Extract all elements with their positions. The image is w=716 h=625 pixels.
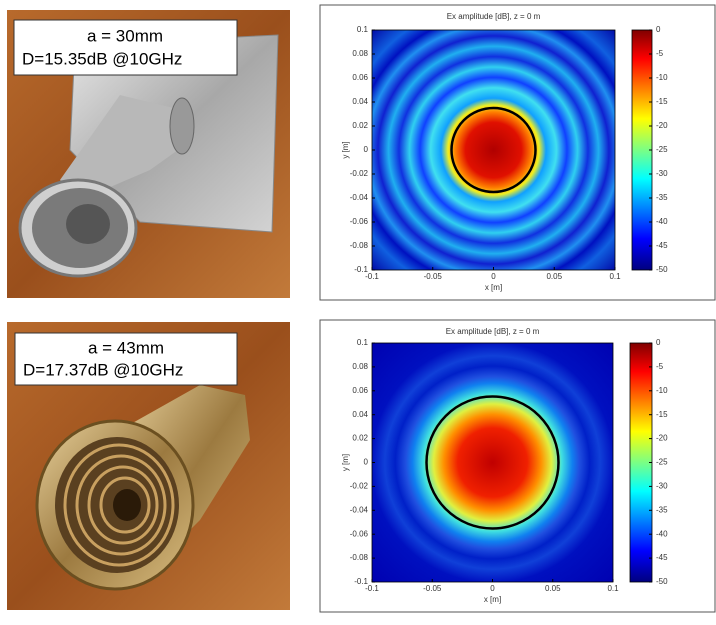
colorbar-tick-label: -10 <box>656 386 668 395</box>
colorbar-tick-label: 0 <box>656 25 661 34</box>
colorbar-tick-label: -50 <box>656 577 668 586</box>
x-tick-label: 0 <box>491 272 496 281</box>
colorbar-tick-label: -25 <box>656 145 668 154</box>
y-tick-label: -0.06 <box>350 529 369 538</box>
x-tick-label: -0.05 <box>424 272 443 281</box>
y-axis-label: y [m] <box>341 141 350 158</box>
colorbar-tick-label: -40 <box>656 217 668 226</box>
y-tick-label: 0.06 <box>352 73 368 82</box>
colorbar-tick-label: -30 <box>656 169 668 178</box>
aperture-circle <box>425 395 560 530</box>
y-tick-label: 0 <box>364 145 369 154</box>
y-tick-label: 0 <box>364 458 369 467</box>
y-tick-label: -0.02 <box>350 482 369 491</box>
y-tick-label: -0.08 <box>350 241 369 250</box>
y-tick-label: 0.02 <box>352 121 368 130</box>
label-text: a = 43mm <box>88 338 164 357</box>
colorbar-tick-label: -5 <box>656 49 664 58</box>
colorbar-tick-label: -30 <box>656 482 668 491</box>
colorbar-tick-label: -35 <box>656 505 668 514</box>
colorbar-tick-label: -45 <box>656 241 668 250</box>
y-tick-label: 0.1 <box>357 338 369 347</box>
label-text: a = 30mm <box>87 26 163 45</box>
y-tick-label: -0.1 <box>354 577 368 586</box>
y-tick-label: 0.1 <box>357 25 369 34</box>
colorbar-tick-label: 0 <box>656 338 661 347</box>
colorbar-tick-label: -20 <box>656 121 668 130</box>
colorbar-tick-label: -10 <box>656 73 668 82</box>
label-text: D=17.37dB @10GHz <box>23 360 183 379</box>
y-tick-label: -0.06 <box>350 217 369 226</box>
y-tick-label: -0.02 <box>350 169 369 178</box>
colorbar-tick-label: -15 <box>656 97 668 106</box>
x-axis-label: x [m] <box>484 595 501 604</box>
x-tick-label: -0.1 <box>365 584 379 593</box>
colorbar-tick-label: -20 <box>656 434 668 443</box>
y-axis-label: y [m] <box>341 454 350 471</box>
y-tick-label: -0.1 <box>354 265 368 274</box>
x-tick-label: -0.05 <box>423 584 442 593</box>
x-tick-label: 0.1 <box>609 272 621 281</box>
colorbar-tick-label: -25 <box>656 458 668 467</box>
y-tick-label: -0.04 <box>350 193 369 202</box>
colorbar-tick-label: -5 <box>656 362 664 371</box>
label-box: a = 43mm D=17.37dB @10GHz <box>14 332 238 386</box>
colorbar-tick-label: -50 <box>656 265 668 274</box>
y-tick-label: 0.08 <box>352 49 368 58</box>
aperture-circle <box>450 106 537 194</box>
label-text: D=15.35dB @10GHz <box>22 49 182 68</box>
x-axis-label: x [m] <box>485 283 502 292</box>
colorbar-tick-label: -45 <box>656 553 668 562</box>
y-tick-label: 0.04 <box>352 410 368 419</box>
x-tick-label: 0.05 <box>546 272 562 281</box>
colorbar-tick-label: -35 <box>656 193 668 202</box>
x-tick-label: 0 <box>490 584 495 593</box>
x-tick-label: 0.05 <box>545 584 561 593</box>
y-tick-label: 0.02 <box>352 434 368 443</box>
y-tick-label: 0.04 <box>352 97 368 106</box>
label-box: a = 30mm D=15.35dB @10GHz <box>13 19 238 76</box>
x-tick-label: -0.1 <box>365 272 379 281</box>
y-tick-label: 0.08 <box>352 362 368 371</box>
heatmap <box>372 30 615 270</box>
colorbar-tick-label: -15 <box>656 410 668 419</box>
plot-title: Ex amplitude [dB], z = 0 m <box>447 12 541 21</box>
x-tick-label: 0.1 <box>607 584 619 593</box>
y-tick-label: -0.08 <box>350 553 369 562</box>
y-tick-label: 0.06 <box>352 386 368 395</box>
heatmap <box>372 343 613 582</box>
colorbar <box>629 342 653 583</box>
colorbar-tick-label: -40 <box>656 529 668 538</box>
plot-title: Ex amplitude [dB], z = 0 m <box>446 327 540 336</box>
y-tick-label: -0.04 <box>350 505 369 514</box>
